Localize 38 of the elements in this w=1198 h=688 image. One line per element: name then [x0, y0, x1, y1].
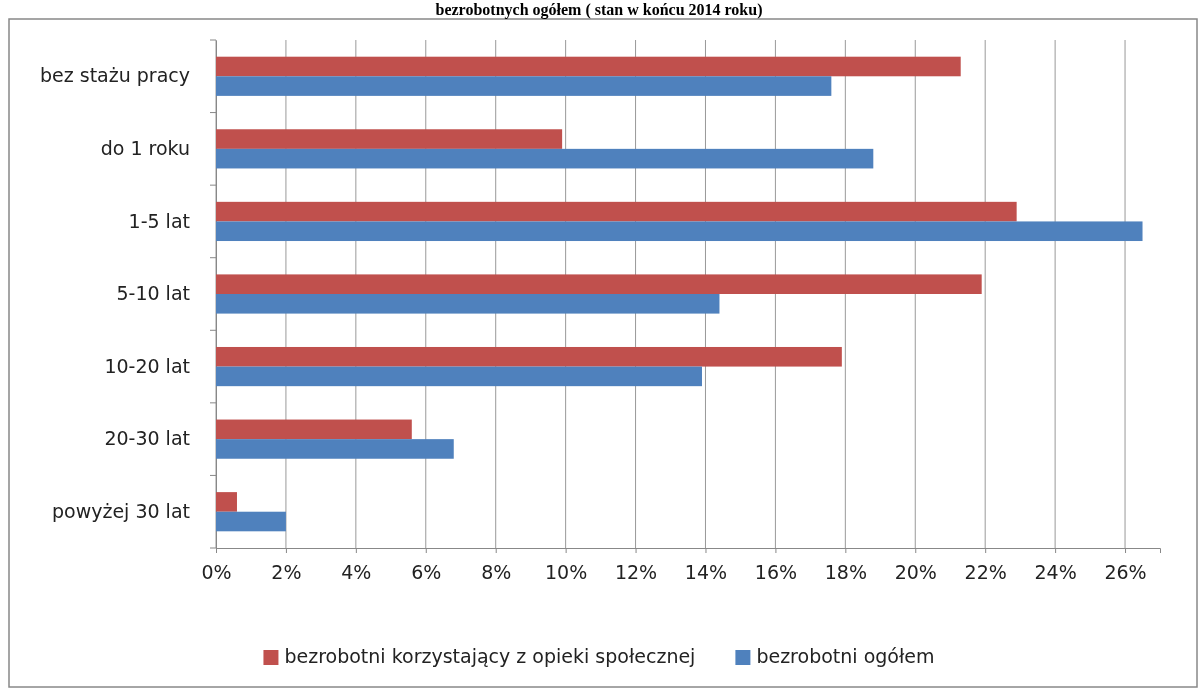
x-tick-label: 16% [754, 560, 798, 583]
bar [216, 56, 961, 77]
bar [216, 366, 702, 387]
bar [216, 294, 720, 314]
y-tick-label: powyżej 30 lat [51, 499, 190, 522]
x-tick-label: 2% [271, 560, 302, 583]
bar [216, 492, 237, 512]
bar [216, 129, 563, 149]
x-tick-label: 6% [411, 560, 442, 583]
bar [216, 274, 982, 294]
x-tick-label: 20% [894, 560, 937, 583]
legend-label: bezrobotni ogółem [756, 645, 935, 667]
bar [216, 346, 842, 367]
x-tick-label: 12% [614, 560, 658, 583]
x-tick-label: 14% [684, 560, 728, 583]
bar [216, 439, 454, 459]
x-tick-label: 22% [964, 560, 1007, 583]
x-tick-label: 10% [545, 560, 588, 583]
y-tick-label: 1-5 lat [128, 209, 190, 232]
y-tick-label: do 1 roku [100, 136, 190, 159]
chart-title: bezrobotnych ogółem ( stan w końcu 2014 roku) [435, 1, 763, 19]
x-tick-label: 8% [481, 560, 512, 583]
x-tick-label: 24% [1034, 560, 1077, 583]
x-tick-label: 4% [341, 560, 372, 583]
bar [216, 419, 412, 440]
x-tick-label: 0% [201, 560, 232, 583]
bar [216, 221, 1143, 242]
y-tick-label: bez stażu pracy [39, 64, 190, 87]
bar [216, 201, 1017, 222]
y-tick-label: 20-30 lat [104, 427, 190, 450]
y-tick-label: 10-20 lat [104, 354, 190, 377]
bar [216, 511, 286, 532]
y-tick-label: 5-10 lat [116, 282, 190, 305]
bar [216, 76, 832, 96]
legend-label: bezrobotni korzystający z opieki społecznej [284, 645, 696, 667]
x-tick-label: 18% [824, 560, 867, 583]
bar [216, 148, 874, 169]
x-tick-label: 26% [1104, 560, 1147, 583]
